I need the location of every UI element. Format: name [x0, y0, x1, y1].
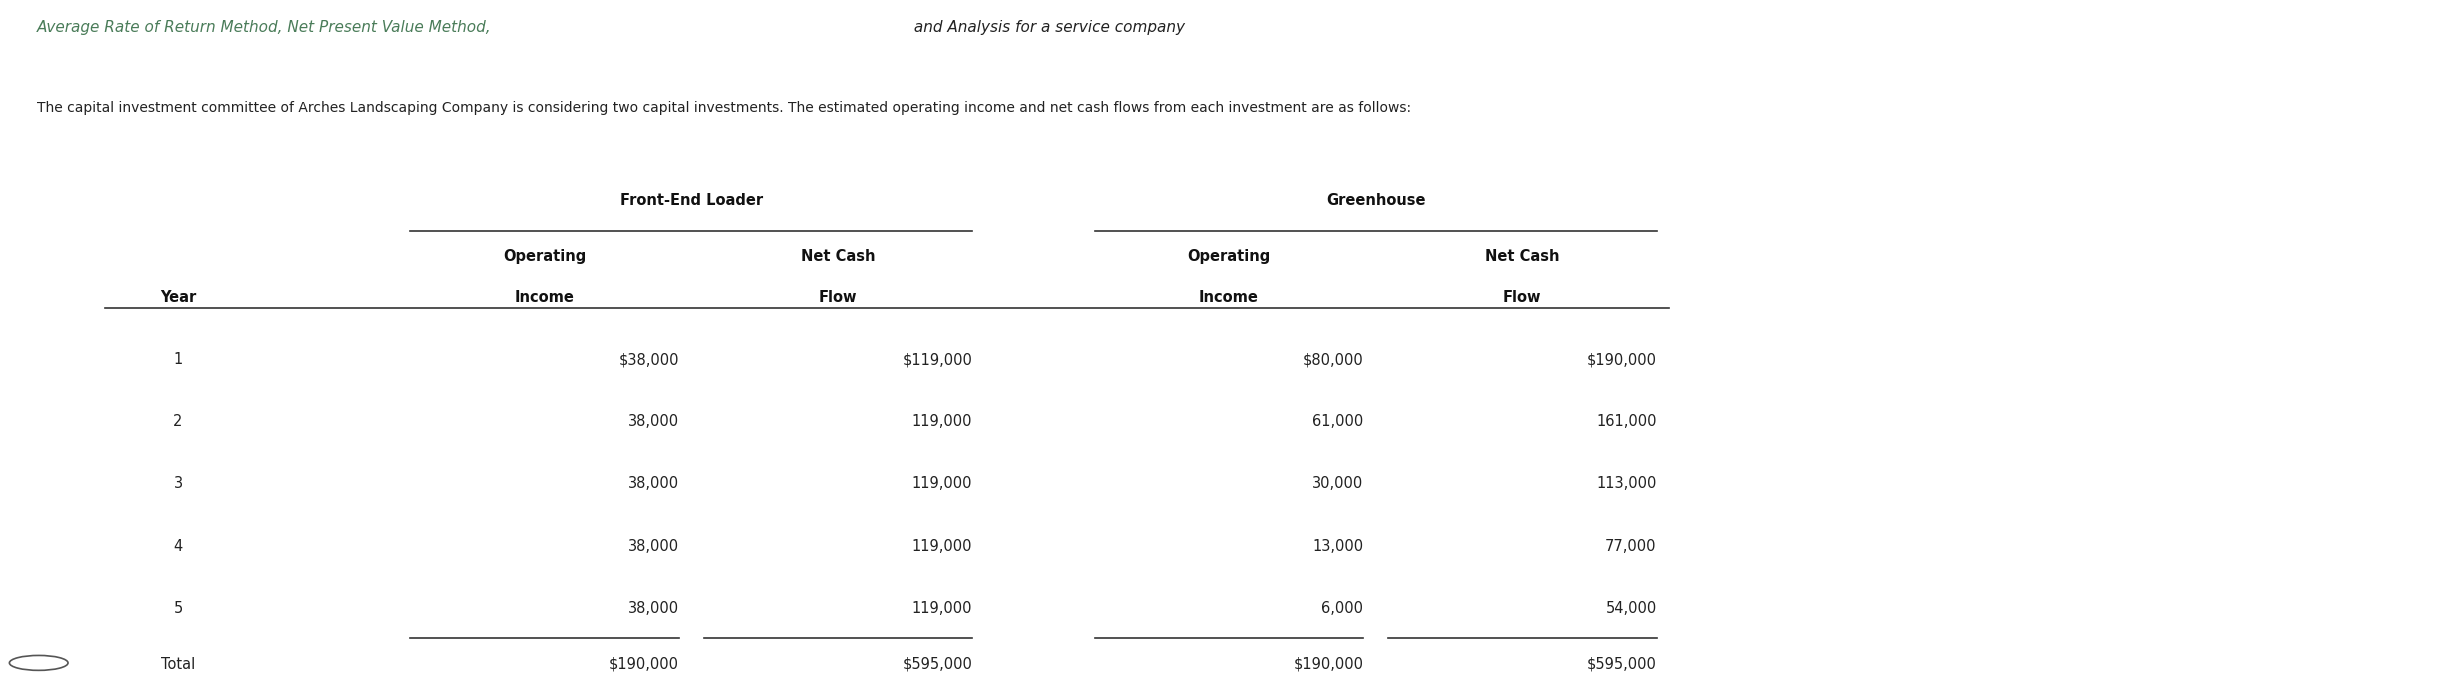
Text: $38,000: $38,000	[619, 352, 678, 367]
Text: Front-End Loader: Front-End Loader	[619, 193, 762, 208]
Text: 6,000: 6,000	[1322, 601, 1364, 616]
Text: Operating: Operating	[1187, 249, 1271, 264]
Text: $595,000: $595,000	[1588, 656, 1657, 672]
Text: Income: Income	[1200, 290, 1258, 305]
Text: Net Cash: Net Cash	[1485, 249, 1558, 264]
Text: Flow: Flow	[1502, 290, 1541, 305]
Text: 113,000: 113,000	[1595, 477, 1657, 491]
Text: $190,000: $190,000	[1293, 656, 1364, 672]
Text: 61,000: 61,000	[1313, 415, 1364, 429]
Text: 3: 3	[175, 477, 182, 491]
Text: 38,000: 38,000	[627, 601, 678, 616]
Text: Operating: Operating	[504, 249, 587, 264]
Text: 5: 5	[175, 601, 182, 616]
Text: $190,000: $190,000	[610, 656, 678, 672]
Text: 119,000: 119,000	[912, 477, 973, 491]
Text: $190,000: $190,000	[1588, 352, 1657, 367]
Text: 30,000: 30,000	[1313, 477, 1364, 491]
Text: 54,000: 54,000	[1605, 601, 1657, 616]
Text: 1: 1	[175, 352, 182, 367]
Text: Income: Income	[514, 290, 575, 305]
Text: 4: 4	[175, 539, 182, 553]
Text: 119,000: 119,000	[912, 539, 973, 553]
Text: 119,000: 119,000	[912, 415, 973, 429]
Text: Flow: Flow	[819, 290, 858, 305]
Text: $595,000: $595,000	[902, 656, 973, 672]
Text: 13,000: 13,000	[1313, 539, 1364, 553]
Text: 119,000: 119,000	[912, 601, 973, 616]
Text: 38,000: 38,000	[627, 477, 678, 491]
Text: 77,000: 77,000	[1605, 539, 1657, 553]
Text: Average Rate of Return Method, Net Present Value Method,: Average Rate of Return Method, Net Prese…	[37, 20, 492, 35]
Text: and Analysis for a service company: and Analysis for a service company	[909, 20, 1185, 35]
Text: 161,000: 161,000	[1595, 415, 1657, 429]
Text: The capital investment committee of Arches Landscaping Company is considering tw: The capital investment committee of Arch…	[37, 101, 1411, 115]
Text: 38,000: 38,000	[627, 539, 678, 553]
Text: Year: Year	[160, 290, 197, 305]
Text: 2: 2	[175, 415, 182, 429]
Text: Total: Total	[160, 656, 194, 672]
Text: Greenhouse: Greenhouse	[1325, 193, 1426, 208]
Text: 38,000: 38,000	[627, 415, 678, 429]
Text: $80,000: $80,000	[1303, 352, 1364, 367]
Text: $119,000: $119,000	[902, 352, 973, 367]
Text: Net Cash: Net Cash	[801, 249, 875, 264]
